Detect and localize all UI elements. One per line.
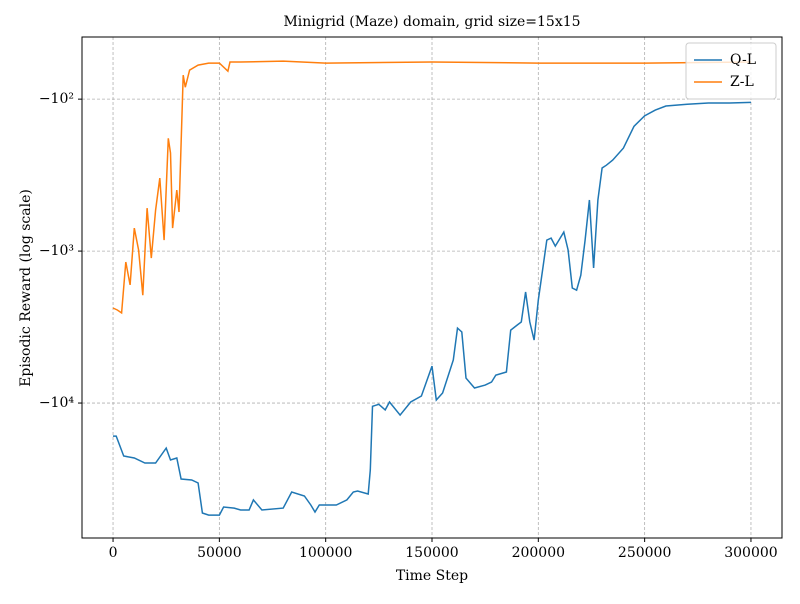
legend-label: Q-L [730,52,756,68]
legend-label: Z-L [730,74,754,90]
x-tick-label: 150000 [405,545,458,561]
chart-title: Minigrid (Maze) domain, grid size=15x15 [283,14,580,30]
x-tick-label: 250000 [618,545,671,561]
x-tick-label: 50000 [197,545,242,561]
y-axis-label: Episodic Reward (log scale) [18,189,34,387]
x-tick-label: 300000 [724,545,777,561]
legend-box [685,42,777,100]
line-series [113,101,752,516]
y-tick-label: −10⁴ [39,395,75,411]
x-tick-label: 200000 [512,545,565,561]
plot-frame [81,36,783,539]
x-axis-label: Time Step [396,568,468,584]
y-tick-label: −10³ [39,243,74,259]
line-series [112,60,752,315]
legend: Q-L Z-L [685,42,777,100]
x-tick-label: 100000 [299,545,352,561]
y-tick-label: −10² [39,91,74,107]
x-tick-label: 0 [109,545,118,561]
